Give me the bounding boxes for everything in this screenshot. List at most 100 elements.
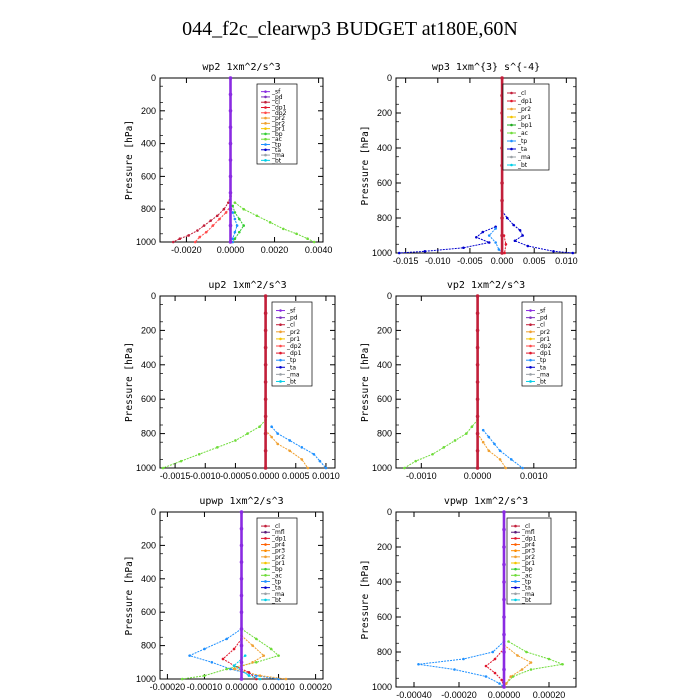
data-point: [228, 76, 233, 80]
y-tick-label: 1000: [136, 674, 156, 684]
data-point: [475, 328, 480, 333]
data-point: [502, 650, 506, 654]
legend-label: _sf: [271, 89, 281, 96]
data-point: [224, 211, 228, 214]
legend-marker: [514, 592, 517, 596]
data-point: [510, 458, 513, 461]
x-tick-label: 0.00000: [488, 690, 521, 700]
series-line-tp: [271, 426, 327, 469]
legend-label: _tp: [271, 142, 281, 149]
data-point: [507, 640, 510, 643]
data-point: [475, 294, 480, 298]
legend-marker: [264, 132, 267, 136]
legend-label: _ma: [517, 154, 531, 161]
legend-label: _pr2: [536, 329, 550, 336]
legend-marker: [279, 337, 282, 341]
legend-label: _pr1: [271, 126, 285, 133]
data-point: [171, 240, 175, 244]
data-point: [239, 677, 244, 681]
data-point: [226, 201, 230, 204]
legend-marker: [510, 147, 513, 151]
data-point: [235, 224, 239, 227]
data-point: [475, 311, 480, 316]
plot-frame: [395, 295, 577, 469]
data-point: [525, 650, 528, 654]
data-point: [521, 466, 524, 470]
data-point: [270, 435, 273, 439]
legend-label: _dp1: [271, 535, 287, 542]
panel-3: up2 1xm^2/s^3 Pressure [hPa] 0 200 400 600 800…: [124, 280, 340, 481]
data-point: [187, 234, 190, 237]
data-point: [481, 230, 485, 234]
y-tick-label: 1000: [372, 682, 392, 692]
data-point: [475, 414, 480, 419]
series-line-dp1: [222, 638, 257, 680]
data-point: [397, 251, 401, 255]
y-tick-label: 800: [377, 213, 392, 223]
x-tick-label: -0.0010: [190, 471, 221, 481]
data-point: [423, 249, 427, 253]
legend-marker: [529, 351, 532, 355]
data-point: [263, 431, 268, 436]
data-point: [228, 207, 233, 211]
legend-marker: [529, 380, 532, 383]
panel-1: wp2 1xm^2/s^3 Pressure [hPa] 0 200 400 600 800…: [124, 62, 332, 255]
data-point: [475, 449, 480, 453]
legend-marker: [264, 592, 267, 596]
data-point: [231, 237, 234, 241]
x-tick-label: 0.0000: [464, 471, 492, 481]
legend-label: _ta: [271, 585, 281, 592]
legend-label: _ma: [521, 591, 535, 598]
legend-label: _dp2: [536, 343, 552, 350]
legend-label: _bp1: [517, 122, 533, 129]
data-point: [288, 449, 292, 453]
data-point: [500, 233, 504, 238]
data-point: [211, 224, 215, 227]
legend-marker: [264, 574, 267, 577]
data-point: [529, 661, 533, 664]
data-point: [487, 435, 491, 439]
legend-marker: [514, 586, 517, 589]
data-point: [462, 657, 465, 661]
legend-marker: [529, 309, 532, 312]
y-tick-label: 0: [387, 291, 392, 301]
x-tick-label: -0.00040: [396, 690, 432, 700]
legend-label: _pr2: [286, 329, 300, 336]
data-point: [239, 660, 244, 665]
y-tick-label: 0: [151, 291, 156, 301]
legend-label: _pr2: [521, 554, 535, 561]
legend-label: _mfl: [521, 529, 535, 536]
legend-marker: [264, 116, 267, 120]
data-point: [239, 526, 244, 531]
legend-marker: [510, 99, 513, 103]
series-line-ac: [234, 202, 315, 243]
data-point: [232, 647, 236, 651]
data-point: [475, 363, 480, 367]
y-tick-label: 200: [141, 106, 156, 116]
data-point: [243, 654, 247, 657]
data-point: [216, 446, 219, 449]
data-point: [232, 667, 236, 671]
legend-label: _ta: [517, 146, 527, 153]
legend-marker: [529, 344, 532, 348]
data-point: [453, 439, 457, 442]
data-point: [487, 241, 491, 244]
series-line-tp: [488, 228, 503, 254]
data-point: [233, 230, 237, 234]
data-point: [228, 125, 233, 129]
data-point: [504, 242, 508, 246]
legend-label: _bt: [271, 157, 282, 164]
legend-label: _pr2: [271, 115, 285, 122]
data-point: [498, 449, 502, 453]
y-tick-label: 200: [377, 325, 392, 335]
legend-marker: [529, 330, 532, 334]
data-point: [209, 219, 212, 222]
data-point: [512, 223, 515, 227]
y-tick-label: 1000: [372, 248, 392, 258]
data-point: [255, 677, 258, 681]
legend-marker: [264, 100, 267, 104]
legend-label: _pr1: [286, 336, 300, 343]
data-point: [204, 230, 208, 234]
data-point: [484, 664, 488, 668]
legend-marker: [279, 373, 282, 376]
